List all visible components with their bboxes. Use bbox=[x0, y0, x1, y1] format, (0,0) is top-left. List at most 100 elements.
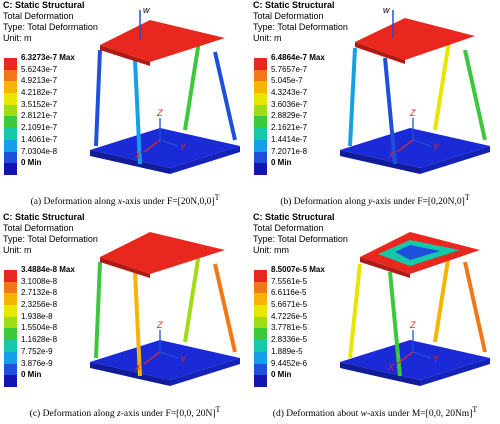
axis-label-x: X bbox=[387, 150, 395, 160]
axis-label-w: w bbox=[383, 5, 390, 15]
legend-min: 0 Min bbox=[271, 370, 292, 380]
legend-value: 1.889e-5 bbox=[271, 346, 303, 356]
result-header: C: Static Structural Total Deformation T… bbox=[3, 0, 98, 44]
legend-value: 2.1091e-7 bbox=[21, 123, 58, 133]
caption: (a) Deformation along x-axis under F=[20… bbox=[30, 193, 220, 208]
axis-label-x: X bbox=[134, 362, 142, 372]
legend-value: 1.5504e-8 bbox=[21, 323, 58, 333]
caption: (d) Deformation about w-axis under M=[0,… bbox=[272, 405, 478, 420]
result-header: C: Static Structural Total Deformation T… bbox=[253, 212, 348, 256]
result-title: C: Static Structural bbox=[3, 212, 85, 222]
base-plate bbox=[340, 340, 490, 380]
leg bbox=[433, 246, 452, 343]
structure-render-c: Z Y X bbox=[90, 232, 240, 386]
legend-min: 0 Min bbox=[21, 370, 42, 380]
legend-value: 4.9213e-7 bbox=[21, 76, 58, 86]
leg bbox=[133, 271, 142, 377]
leg bbox=[463, 49, 487, 141]
axis-label-y: Y bbox=[433, 354, 440, 364]
legend-value: 2.8829e-7 bbox=[271, 111, 308, 121]
structure-render-a: w Z Y X bbox=[90, 5, 240, 174]
leg bbox=[213, 51, 237, 141]
result-header: C: Static Structural Total Deformation T… bbox=[3, 212, 98, 256]
leg bbox=[348, 263, 362, 359]
leg bbox=[94, 49, 102, 147]
axis-label-z: Z bbox=[156, 108, 163, 118]
result-subtitle: Total Deformation bbox=[3, 11, 74, 21]
legend-value: 3.876e-9 bbox=[21, 358, 53, 368]
result-subtitle: Total Deformation bbox=[253, 11, 324, 21]
leg bbox=[383, 57, 397, 165]
result-title: C: Static Structural bbox=[253, 212, 335, 222]
legend-value: 3.6036e-7 bbox=[271, 99, 308, 109]
legend-max: 8.5007e-5 Max bbox=[271, 265, 325, 274]
leg bbox=[183, 34, 202, 131]
axis-label-z: Z bbox=[409, 108, 416, 118]
legend-value: 3.5152e-7 bbox=[21, 99, 58, 109]
legend-value: 5.6671e-5 bbox=[271, 300, 308, 310]
legend-value: 7.0304e-8 bbox=[21, 146, 58, 156]
result-unit: Unit: m bbox=[3, 33, 32, 43]
legend-value: 1.1628e-8 bbox=[21, 335, 58, 345]
caption: (c) Deformation along z-axis under F=[0,… bbox=[29, 405, 221, 420]
axis-label-z: Z bbox=[156, 320, 163, 330]
top-platform bbox=[100, 20, 225, 62]
result-unit: Unit: mm bbox=[253, 245, 289, 255]
axis-label-y: Y bbox=[180, 142, 187, 152]
legend-value: 2.8121e-7 bbox=[21, 111, 58, 121]
leg bbox=[463, 261, 487, 353]
base-plate bbox=[90, 128, 240, 168]
result-header: C: Static Structural Total Deformation T… bbox=[253, 0, 348, 44]
legend-value: 3.7781e-5 bbox=[271, 323, 308, 333]
result-type: Type: Total Deformation bbox=[3, 234, 98, 244]
legend-value: 2.7132e-8 bbox=[21, 288, 58, 298]
panel-c: Z Y X C: Static Structural Total Deforma… bbox=[0, 212, 250, 424]
result-title: C: Static Structural bbox=[3, 0, 85, 10]
legend-value: 4.3243e-7 bbox=[271, 88, 308, 98]
result-unit: Unit: m bbox=[3, 245, 32, 255]
panel-d: Z Y X C: Static Structural Total Deforma… bbox=[250, 212, 500, 424]
leg bbox=[183, 246, 202, 343]
legend-value: 2.1621e-7 bbox=[271, 123, 308, 133]
legend-min: 0 Min bbox=[21, 158, 42, 168]
result-unit: Unit: m bbox=[253, 33, 282, 43]
result-type: Type: Total Deformation bbox=[3, 22, 98, 32]
legend-value: 5.7657e-7 bbox=[271, 64, 308, 74]
top-platform bbox=[355, 18, 475, 60]
legend-value: 4.7226e-5 bbox=[271, 311, 308, 321]
legend-value: 4.2182e-7 bbox=[21, 88, 58, 98]
leg bbox=[388, 271, 402, 377]
legend-max: 3.4884e-8 Max bbox=[21, 265, 75, 274]
panel-b: w Z Y X C: Static Structural Total Defor… bbox=[250, 0, 500, 212]
caption: (b) Deformation along y-axis under F=[0,… bbox=[280, 193, 470, 208]
axis-label-z: Z bbox=[409, 320, 416, 330]
result-type: Type: Total Deformation bbox=[253, 234, 348, 244]
legend-value: 5.6243e-7 bbox=[21, 64, 58, 74]
leg bbox=[133, 59, 142, 165]
axis-label-w: w bbox=[143, 5, 150, 15]
leg bbox=[213, 263, 237, 353]
leg bbox=[433, 34, 452, 131]
axis-label-x: X bbox=[134, 150, 142, 160]
leg bbox=[348, 47, 357, 147]
panel-a: w Z Y X C: Static Structural Total Defor… bbox=[0, 0, 250, 212]
base-plate bbox=[90, 340, 240, 380]
legend-value: 7.2071e-8 bbox=[271, 146, 308, 156]
legend-value: 7.752e-9 bbox=[21, 346, 53, 356]
top-platform bbox=[100, 232, 225, 274]
structure-render-d: Z Y X bbox=[340, 232, 490, 386]
result-type: Type: Total Deformation bbox=[253, 22, 348, 32]
legend-min: 0 Min bbox=[271, 158, 292, 168]
legend-value: 6.6116e-5 bbox=[271, 288, 307, 298]
legend-value: 5.045e-7 bbox=[271, 76, 303, 86]
legend-max: 6.3273e-7 Max bbox=[21, 53, 75, 62]
result-subtitle: Total Deformation bbox=[3, 223, 74, 233]
legend-value: 1.938e-8 bbox=[21, 311, 53, 321]
axis-label-x: X bbox=[387, 362, 395, 372]
legend-value: 7.5561e-5 bbox=[271, 276, 308, 286]
legend-value: 2.3256e-8 bbox=[21, 300, 58, 310]
axis-label-y: Y bbox=[180, 354, 187, 364]
legend-max: 6.4864e-7 Max bbox=[271, 53, 325, 62]
leg bbox=[94, 261, 102, 359]
legend-value: 1.4061e-7 bbox=[21, 134, 58, 144]
